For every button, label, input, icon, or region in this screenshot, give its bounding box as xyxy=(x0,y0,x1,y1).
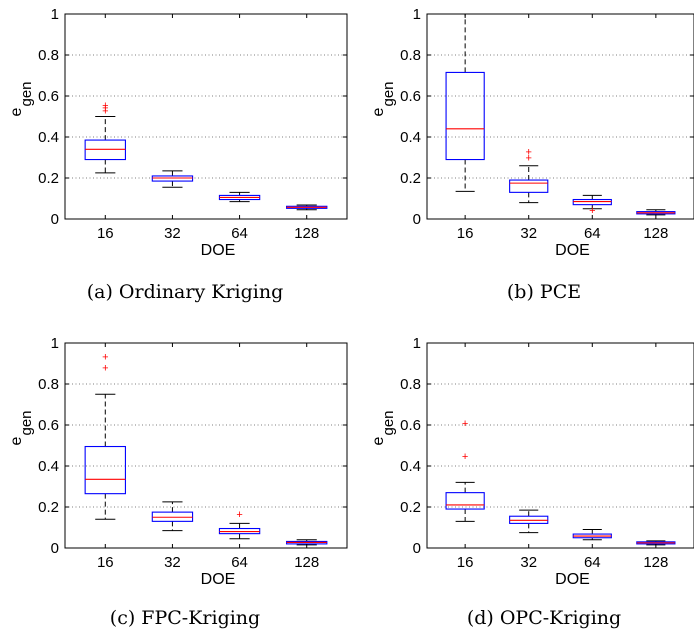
y-tick-label: 1 xyxy=(413,6,421,23)
subfigure-caption: (a) Ordinary Kriging xyxy=(87,281,284,303)
y-tick-label: 0.8 xyxy=(38,376,59,393)
y-tick-label: 0 xyxy=(51,540,59,557)
box-64: + xyxy=(218,509,261,540)
y-tick-label: 0.6 xyxy=(400,88,421,105)
box-128 xyxy=(286,204,328,211)
x-axis-label: DOE xyxy=(555,242,590,259)
box-32 xyxy=(151,501,194,532)
y-tick-label: 1 xyxy=(413,335,421,352)
box-64: + xyxy=(572,194,612,217)
plot-area-frame xyxy=(64,13,348,220)
x-tick-label: 32 xyxy=(164,225,181,242)
y-tick-label: 0.6 xyxy=(400,417,421,434)
x-tick-label: 128 xyxy=(643,225,668,242)
outlier-point: + xyxy=(102,100,108,112)
box-iqr xyxy=(84,445,126,495)
y-axis-label-sub: gen xyxy=(18,81,35,106)
y-tick-label: 0.4 xyxy=(38,458,59,475)
y-axis-label: e gen xyxy=(8,410,35,445)
box-16 xyxy=(445,13,485,192)
x-tick-label: 64 xyxy=(231,554,248,571)
y-tick-label: 0.6 xyxy=(38,88,59,105)
y-tick-label: 0.8 xyxy=(38,47,59,64)
subfigure-caption: (b) PCE xyxy=(507,281,581,303)
x-tick-label: 16 xyxy=(97,225,114,242)
y-axis-label: e gen xyxy=(370,81,397,116)
boxplot-panel-1: 0 0.2 0.4 0.6 0.8 1 +++ 16 32 64 128 DOE e gen (a) Ord… xyxy=(8,6,348,303)
y-tick-label: 0.4 xyxy=(400,129,421,146)
y-axis-label-sub: gen xyxy=(380,81,397,106)
box-iqr xyxy=(509,179,549,193)
plot-area-frame xyxy=(426,13,694,220)
box-iqr xyxy=(445,71,485,161)
outlier-point: + xyxy=(102,102,108,114)
outlier-point: + xyxy=(236,509,242,521)
x-tick-label: 64 xyxy=(231,225,248,242)
subfigure-caption: (c) FPC-Kriging xyxy=(110,607,260,629)
x-tick-label: 32 xyxy=(164,554,181,571)
x-tick-label: 32 xyxy=(520,554,537,571)
x-tick-label: 16 xyxy=(457,225,474,242)
outlier-point: + xyxy=(589,205,595,217)
outlier-point: + xyxy=(102,351,108,363)
y-tick-label: 0.2 xyxy=(38,170,59,187)
plot-area-frame xyxy=(64,342,348,549)
box-32 xyxy=(151,170,194,188)
y-tick-label: 0.8 xyxy=(400,376,421,393)
box-64 xyxy=(572,529,612,541)
box-32: ++ xyxy=(509,146,549,204)
x-axis-label: DOE xyxy=(201,242,236,259)
y-tick-label: 0 xyxy=(413,211,421,228)
x-tick-label: 128 xyxy=(294,554,319,571)
y-axis-label-sub: gen xyxy=(18,410,35,435)
x-tick-label: 128 xyxy=(643,554,668,571)
y-tick-label: 0.2 xyxy=(38,499,59,516)
x-axis-label: DOE xyxy=(201,571,236,588)
outlier-point: + xyxy=(462,418,468,430)
box-32 xyxy=(509,509,549,534)
x-tick-label: 16 xyxy=(97,554,114,571)
box-16: ++ xyxy=(84,351,126,520)
y-tick-label: 0.4 xyxy=(38,129,59,146)
plot-area-frame xyxy=(426,342,694,549)
y-tick-label: 1 xyxy=(51,335,59,352)
box-128 xyxy=(636,209,676,216)
subfigure-caption: (d) OPC-Kriging xyxy=(467,607,621,629)
x-tick-label: 128 xyxy=(294,225,319,242)
x-tick-label: 32 xyxy=(520,225,537,242)
y-axis-label: e gen xyxy=(370,410,397,445)
outlier-point: + xyxy=(102,363,108,375)
y-tick-label: 0 xyxy=(51,211,59,228)
y-tick-label: 0.2 xyxy=(400,170,421,187)
y-tick-label: 0 xyxy=(413,540,421,557)
outlier-point: + xyxy=(525,146,531,158)
y-tick-label: 0.2 xyxy=(400,499,421,516)
box-64 xyxy=(218,191,261,203)
y-tick-label: 0.6 xyxy=(38,417,59,434)
y-axis-label-main: e xyxy=(370,108,387,117)
x-axis-label: DOE xyxy=(555,571,590,588)
box-iqr xyxy=(445,492,485,510)
y-axis-label-main: e xyxy=(370,437,387,446)
y-axis-label-main: e xyxy=(8,437,25,446)
x-tick-label: 64 xyxy=(584,225,601,242)
y-tick-label: 0.8 xyxy=(400,47,421,64)
outlier-point: + xyxy=(462,451,468,463)
x-tick-label: 64 xyxy=(584,554,601,571)
y-tick-label: 1 xyxy=(51,6,59,23)
x-tick-label: 16 xyxy=(457,554,474,571)
y-axis-label-sub: gen xyxy=(380,410,397,435)
outlier-point: + xyxy=(102,105,108,117)
y-axis-label-main: e xyxy=(8,108,25,117)
outlier-point: + xyxy=(525,153,531,165)
y-tick-label: 0.4 xyxy=(400,458,421,475)
y-axis-label: e gen xyxy=(8,81,35,116)
box-16: ++ xyxy=(445,418,485,522)
box-16: +++ xyxy=(84,100,126,174)
